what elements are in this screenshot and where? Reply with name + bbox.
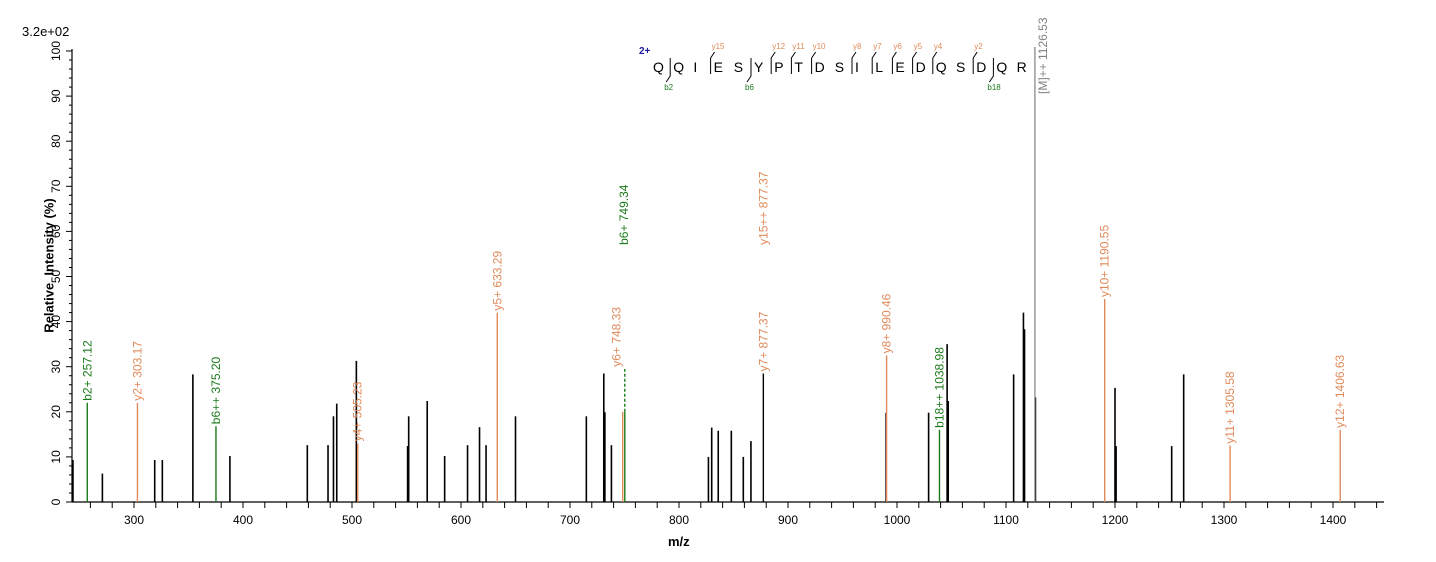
axes: 0 10 20 30 40 50 60 70 80 90 100 300 400 500 600 700 800… xyxy=(49,41,1384,527)
b-ion-mark: b6 xyxy=(745,83,754,92)
y-tick-label: 50 xyxy=(49,270,63,284)
annotation-label: y8+ 990.46 xyxy=(880,293,894,353)
y-tick-label: 30 xyxy=(49,360,63,374)
residue: T xyxy=(794,59,803,75)
residue: Q xyxy=(673,59,684,75)
y-ion-mark: y15 xyxy=(712,42,725,51)
y-ion-mark: y8 xyxy=(853,42,862,51)
b-ion-mark: b18 xyxy=(987,83,1001,92)
residue: P xyxy=(774,59,783,75)
annotation-label: y11+ 1305.58 xyxy=(1223,371,1237,444)
x-tick-label: 800 xyxy=(669,513,689,527)
residue: L xyxy=(875,59,883,75)
y-ion-mark: y12 xyxy=(772,42,785,51)
y-tick-label: 60 xyxy=(49,224,63,238)
residue: Y xyxy=(754,59,764,75)
annotation-label: b6++ 375.20 xyxy=(209,357,223,425)
residue: E xyxy=(895,59,904,75)
y-ion-bracket xyxy=(912,51,918,74)
residue: I xyxy=(855,59,859,75)
annotation-label: y10+ 1190.55 xyxy=(1098,225,1112,298)
intensity-scale-label: 3.2e+02 xyxy=(22,24,70,39)
residue: D xyxy=(815,59,825,75)
y-ion-mark: y4 xyxy=(934,42,943,51)
annotation-label: y4+ 505.23 xyxy=(351,381,365,441)
residue: D xyxy=(916,59,926,75)
y-tick-label: 20 xyxy=(49,405,63,419)
y-tick-label: 70 xyxy=(49,179,63,193)
y-ion-bracket xyxy=(932,51,938,74)
y-tick-label: 40 xyxy=(49,315,63,329)
x-tick-label: 500 xyxy=(342,513,362,527)
residue: Q xyxy=(996,59,1007,75)
y-ion-mark: y7 xyxy=(873,42,882,51)
residue: Q xyxy=(936,59,947,75)
y-ion-bracket xyxy=(811,51,817,74)
x-tick-label: 1200 xyxy=(1102,513,1129,527)
charge-state: 2+ xyxy=(639,46,651,57)
residue: E xyxy=(714,59,723,75)
residue: R xyxy=(1017,59,1027,75)
y-ion-bracket xyxy=(790,51,796,74)
y-tick-label: 100 xyxy=(49,41,63,61)
y-tick-label: 0 xyxy=(49,498,63,505)
precursor-label: [M]++ 1126.53 xyxy=(1036,17,1050,94)
y-tick-label: 80 xyxy=(49,134,63,148)
y-ion-mark: y6 xyxy=(893,42,902,51)
annotation-label: y12+ 1406.63 xyxy=(1333,354,1347,427)
annotation-label: y5+ 633.29 xyxy=(490,251,504,311)
x-tick-label: 900 xyxy=(778,513,798,527)
x-tick-label: 1300 xyxy=(1211,513,1238,527)
annotation-label: y2+ 303.17 xyxy=(130,341,144,401)
x-tick-label: 1100 xyxy=(993,513,1019,527)
residue: Q xyxy=(653,59,664,75)
residue: S xyxy=(734,59,743,75)
y-ion-bracket xyxy=(972,51,978,74)
annotation-label: y15++ 877.37 xyxy=(756,171,770,245)
y-ion-bracket xyxy=(710,51,716,74)
y-ion-mark: y5 xyxy=(914,42,923,51)
y-ion-bracket xyxy=(891,51,897,74)
y-tick-label: 10 xyxy=(49,450,63,464)
x-tick-label: 600 xyxy=(451,513,471,527)
y-ion-bracket xyxy=(871,51,877,74)
y-ion-mark: y2 xyxy=(974,42,983,51)
annotation-label: b6+ 749.34 xyxy=(617,184,631,245)
y-ion-mark: y11 xyxy=(792,42,805,51)
b-ion-bracket xyxy=(746,58,752,83)
residue: I xyxy=(693,59,697,75)
annotation-label: b2+ 257.12 xyxy=(80,340,94,401)
y-ion-bracket xyxy=(770,51,776,74)
peak-annotations: b2+ 257.12 y2+ 303.17 b6++ 375.20 y4+ 505.2… xyxy=(80,171,1347,502)
annotation-label: b18++ 1038.98 xyxy=(932,347,946,428)
peaks: [M]++ 1126.53 xyxy=(72,17,1185,502)
b-ion-bracket xyxy=(988,58,994,83)
b-ion-mark: b2 xyxy=(664,83,673,92)
x-tick-label: 400 xyxy=(233,513,253,527)
y-ion-mark: y10 xyxy=(813,42,826,51)
x-axis-label: m/z xyxy=(668,534,690,549)
x-tick-label: 1400 xyxy=(1320,513,1347,527)
y-tick-label: 90 xyxy=(49,89,63,103)
annotation-label: y6+ 748.33 xyxy=(610,307,624,367)
x-tick-label: 1000 xyxy=(884,513,911,527)
x-tick-label: 300 xyxy=(124,513,144,527)
residue: S xyxy=(956,59,965,75)
b-ion-bracket xyxy=(665,58,671,83)
y-ion-bracket xyxy=(851,51,857,74)
annotation-label: y7+ 877.37 xyxy=(756,311,770,371)
x-tick-label: 700 xyxy=(560,513,580,527)
residue: S xyxy=(835,59,844,75)
residue: D xyxy=(976,59,986,75)
